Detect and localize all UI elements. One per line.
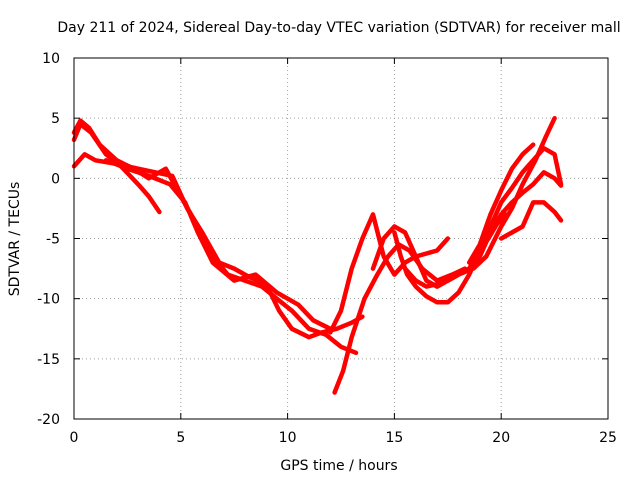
x-tick-label: 20 (492, 430, 510, 446)
series-track-12 (466, 212, 508, 271)
series-track-8 (392, 146, 564, 305)
series-track-10 (466, 142, 536, 265)
x-tick-label: 10 (279, 430, 297, 446)
grid-lines (74, 58, 608, 419)
axis-ticks: 0 5 10 15 20 25 -20 -15 -10 -5 0 5 10 (37, 51, 617, 446)
x-tick-label: 15 (385, 430, 403, 446)
x-tick-label: 25 (599, 430, 617, 446)
x-tick-label: 5 (176, 430, 185, 446)
series-track-1 (71, 121, 162, 215)
series-track-6 (328, 212, 451, 335)
y-tick-label: -5 (46, 232, 60, 248)
data-series (71, 115, 564, 395)
y-axis-label: SDTVAR / TECUs (7, 182, 23, 297)
y-tick-label: 5 (51, 111, 60, 127)
y-tick-label: -20 (37, 412, 60, 428)
series-track-3 (71, 152, 365, 340)
series-track-5 (332, 242, 468, 395)
y-tick-label: -15 (37, 352, 60, 368)
x-tick-label: 0 (70, 430, 79, 446)
chart-title: Day 211 of 2024, Sidereal Day-to-day VTE… (57, 20, 620, 36)
x-axis-label: GPS time / hours (280, 458, 397, 474)
y-tick-label: -10 (37, 292, 60, 308)
y-tick-label: 10 (42, 51, 60, 67)
series-track-11 (498, 200, 564, 241)
series-track-4 (103, 158, 333, 332)
y-tick-label: 0 (51, 171, 60, 187)
